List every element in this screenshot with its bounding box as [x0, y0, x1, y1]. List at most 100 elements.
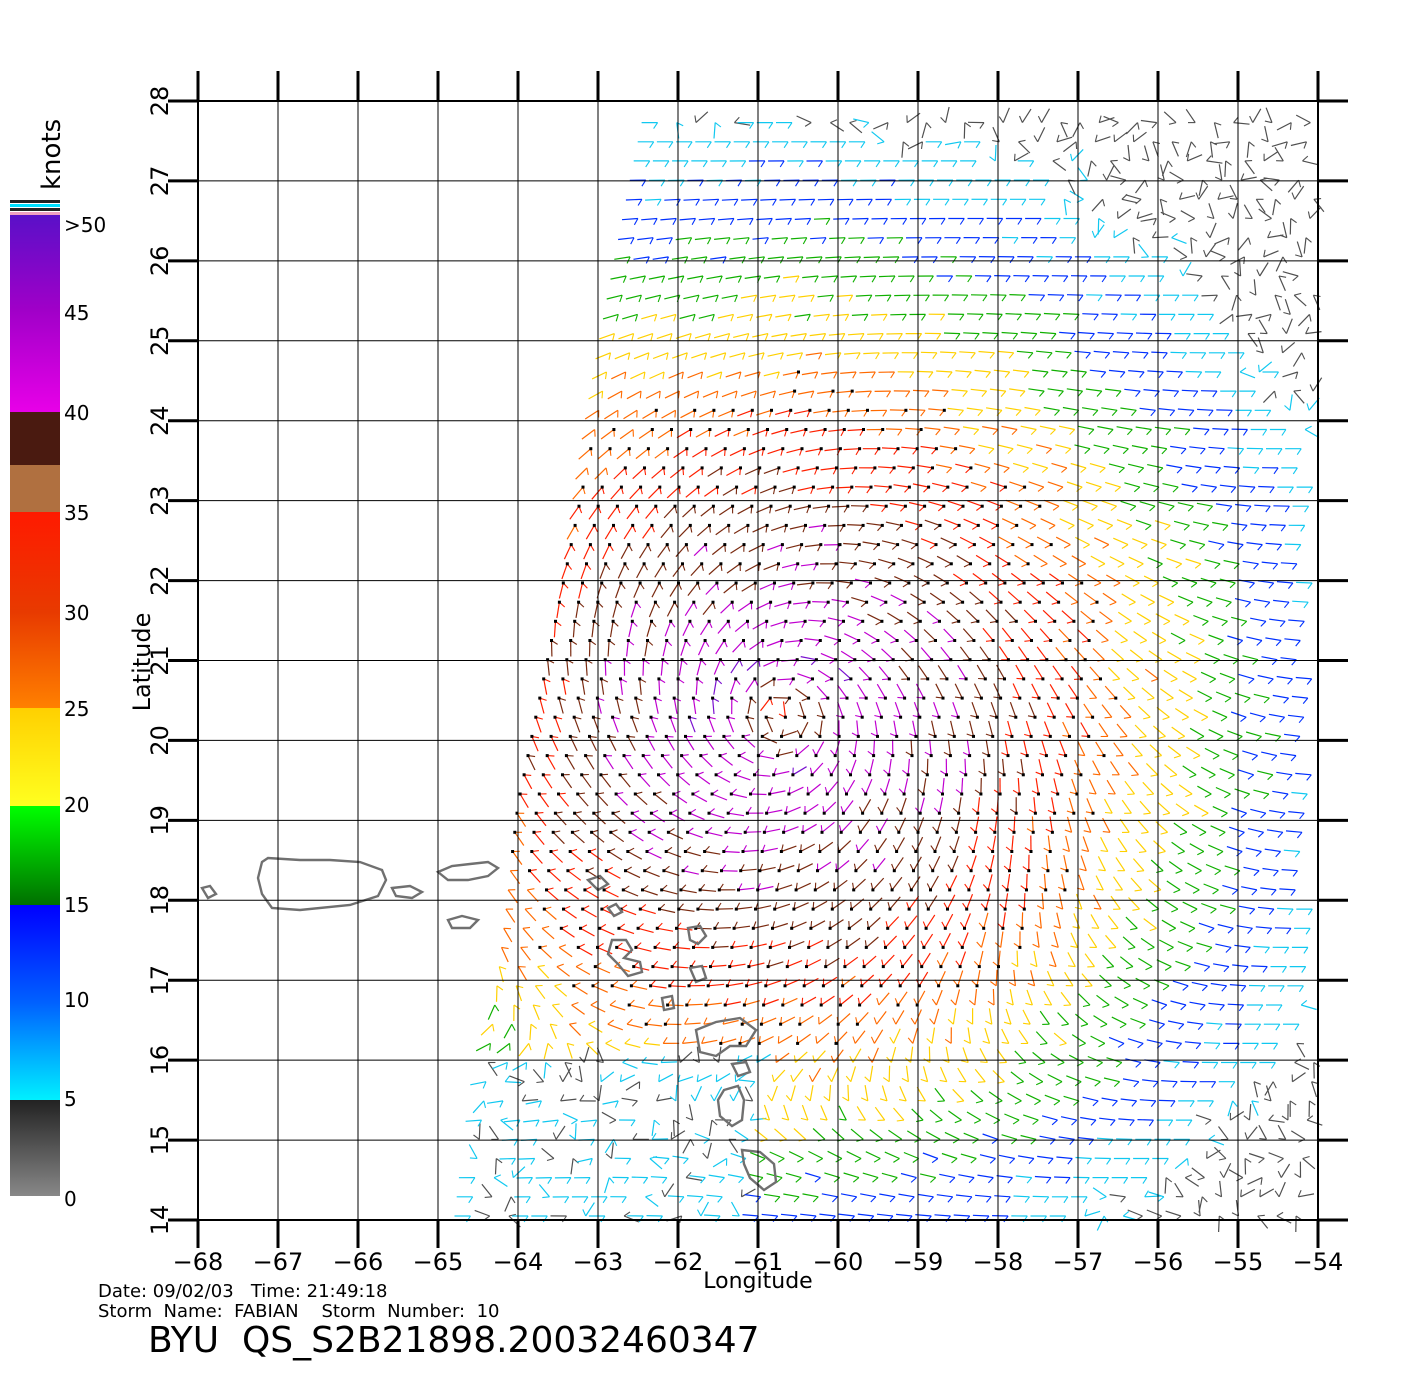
wind-vector [1165, 1210, 1182, 1217]
wind-vector [1086, 685, 1098, 699]
wind-vector [1206, 1022, 1223, 1025]
rain-flag [920, 965, 924, 969]
wind-vector [959, 646, 971, 661]
rain-flag [895, 734, 899, 738]
wind-vector-barb [1129, 1119, 1135, 1127]
wind-vector-barb [1139, 371, 1145, 378]
rain-flag [650, 523, 654, 527]
rain-flag [1014, 619, 1018, 623]
rain-flag [935, 830, 939, 834]
wind-vector [1035, 778, 1040, 795]
wind-vector [1047, 1073, 1063, 1083]
wind-vector [778, 486, 795, 493]
wind-vector [1007, 1092, 1022, 1102]
rain-flag [623, 466, 627, 470]
wind-vector-barb [1279, 985, 1285, 993]
wind-vector-barb [1111, 409, 1118, 416]
wind-vector-barb [1090, 1119, 1097, 1126]
wind-vector [1193, 709, 1209, 718]
wind-vector-barb [665, 256, 669, 264]
wind-vector-barb [832, 1196, 838, 1203]
wind-vector-barb [1059, 563, 1067, 568]
wind-vector-barb [1079, 868, 1087, 872]
rain-flag [878, 830, 882, 834]
rain-flag [825, 792, 829, 796]
wind-vector-barb [1306, 1115, 1314, 1121]
wind-vector [781, 845, 797, 853]
wind-vector [958, 797, 962, 814]
rain-flag [573, 811, 577, 815]
wind-vector [1175, 803, 1190, 814]
wind-vector [873, 1029, 884, 1044]
wind-vector [1153, 725, 1166, 737]
wind-vector-barb [864, 1076, 871, 1083]
wind-vector [1220, 275, 1231, 290]
wind-vector-barb [1274, 371, 1279, 379]
wind-vector [802, 1193, 819, 1198]
rain-flag [603, 754, 607, 758]
wind-vector [1295, 772, 1312, 776]
rain-flag [587, 850, 591, 853]
wind-vector [488, 1125, 499, 1140]
wind-vector [1163, 669, 1178, 680]
rain-flag [1005, 888, 1009, 892]
wind-vector [722, 486, 737, 496]
wind-vector [970, 1090, 984, 1102]
rain-flag [941, 945, 945, 949]
rain-flag [584, 658, 588, 662]
wind-vector [547, 659, 550, 676]
wind-vector-barb [1038, 390, 1045, 397]
rain-flag [569, 543, 573, 547]
rain-flag [799, 639, 803, 642]
rain-flag [815, 466, 819, 470]
wind-vector-barb [1214, 870, 1222, 876]
wind-vector-barb [879, 1098, 888, 1102]
rain-flag [581, 485, 585, 489]
wind-vector [1170, 1000, 1187, 1006]
wind-vector [532, 1069, 545, 1083]
wind-vector-barb [1061, 467, 1068, 473]
wind-vector-barb [1201, 812, 1209, 817]
wind-vector [697, 640, 706, 656]
wind-vector-barb [1294, 1173, 1301, 1179]
rain-flag [600, 581, 604, 585]
wind-vector [492, 1061, 508, 1070]
wind-vector [798, 863, 813, 872]
wind-vector-barb [1141, 1004, 1148, 1010]
wind-vector-barb [1053, 925, 1061, 929]
wind-vector [821, 275, 838, 278]
rain-flag [677, 485, 681, 489]
rain-flag [826, 600, 830, 604]
rain-flag [705, 830, 709, 834]
wind-vector-barb [845, 1075, 852, 1083]
wind-vector-barb [1224, 793, 1231, 799]
wind-vector [895, 1010, 905, 1025]
wind-vector-barb [1264, 947, 1270, 954]
wind-vector [563, 908, 577, 919]
rain-flag [833, 754, 837, 758]
rain-flag [638, 581, 642, 585]
wind-vector [816, 486, 833, 490]
wind-vector-barb [810, 390, 815, 399]
rain-flag [1031, 830, 1035, 834]
wind-vector [988, 591, 1002, 603]
rain-flag [534, 715, 538, 719]
rain-flag [669, 619, 673, 623]
wind-vector-barb [816, 1158, 823, 1163]
wind-vector-barb [1263, 1098, 1272, 1102]
wind-vector [897, 991, 908, 1006]
wind-vector [1258, 361, 1273, 373]
wind-vector [1039, 912, 1042, 929]
color-bar-segment [10, 1100, 60, 1196]
rain-flag [644, 1022, 648, 1026]
rain-flag [991, 734, 995, 738]
rain-flag [772, 677, 776, 681]
wind-vector [522, 927, 534, 941]
wind-vector-barb [910, 1177, 917, 1183]
rain-flag [522, 773, 526, 777]
rain-flag [819, 543, 823, 547]
rain-flag [1041, 773, 1044, 777]
rain-flag [766, 965, 770, 969]
rain-flag [568, 734, 572, 738]
wind-vector-barb [626, 1158, 632, 1165]
